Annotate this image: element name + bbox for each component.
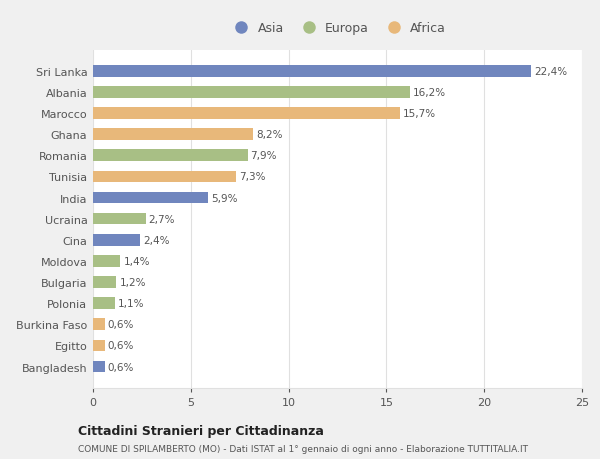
Bar <box>93 213 146 225</box>
Text: 8,2%: 8,2% <box>256 130 283 140</box>
Legend: Asia, Europa, Africa: Asia, Europa, Africa <box>226 20 449 38</box>
Text: 2,4%: 2,4% <box>143 235 169 245</box>
Text: 1,4%: 1,4% <box>124 256 150 266</box>
Text: COMUNE DI SPILAMBERTO (MO) - Dati ISTAT al 1° gennaio di ogni anno - Elaborazion: COMUNE DI SPILAMBERTO (MO) - Dati ISTAT … <box>78 444 528 453</box>
Bar <box>93 66 531 78</box>
Text: 0,6%: 0,6% <box>107 341 134 351</box>
Text: 1,2%: 1,2% <box>119 277 146 287</box>
Bar <box>93 235 140 246</box>
Text: 0,6%: 0,6% <box>107 319 134 330</box>
Bar <box>93 108 400 120</box>
Text: 2,7%: 2,7% <box>149 214 175 224</box>
Bar <box>93 277 116 288</box>
Text: 5,9%: 5,9% <box>211 193 238 203</box>
Bar <box>93 319 105 330</box>
Bar <box>93 361 105 373</box>
Bar <box>93 150 248 162</box>
Text: 15,7%: 15,7% <box>403 109 436 119</box>
Bar <box>93 298 115 309</box>
Text: Cittadini Stranieri per Cittadinanza: Cittadini Stranieri per Cittadinanza <box>78 424 324 437</box>
Text: 16,2%: 16,2% <box>413 88 446 98</box>
Bar <box>93 340 105 352</box>
Text: 0,6%: 0,6% <box>107 362 134 372</box>
Bar <box>93 171 236 183</box>
Bar <box>93 87 410 99</box>
Text: 7,9%: 7,9% <box>250 151 277 161</box>
Bar <box>93 256 121 267</box>
Text: 1,1%: 1,1% <box>118 298 144 308</box>
Bar <box>93 192 208 204</box>
Bar <box>93 129 253 140</box>
Text: 7,3%: 7,3% <box>239 172 265 182</box>
Text: 22,4%: 22,4% <box>534 67 567 77</box>
